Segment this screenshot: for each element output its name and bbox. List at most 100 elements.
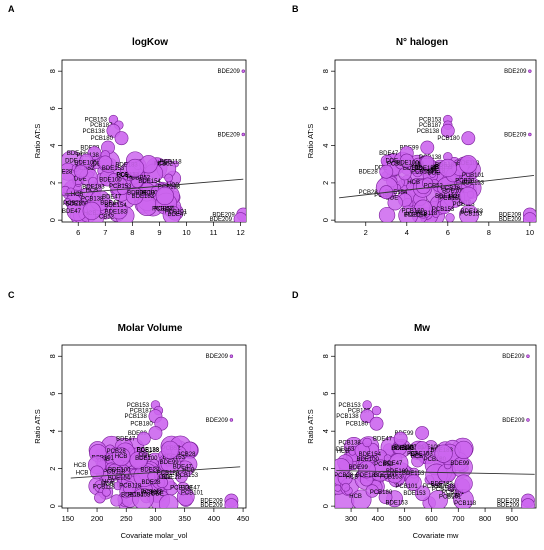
point-label: BDE47 [373,437,393,443]
point-label: BDE100 [442,188,465,194]
point-label: BDE100 [418,445,441,451]
data-point [528,132,532,137]
point-label: PCB138 [137,447,160,453]
data-point [110,201,128,220]
point-label: PCB28 [387,161,407,167]
x-axis-label: Covariate mw [413,531,459,540]
x-tick-label: 200 [91,514,104,523]
point-label: BDE183 [394,444,417,450]
data-point [122,481,137,495]
y-tick-label: 6 [48,106,57,110]
point-label: BDE183 [356,473,379,479]
data-point [241,132,245,137]
point-label: PCB101 [181,490,204,496]
point-label: BDE209 [206,354,229,360]
point-label: HCB [85,188,98,194]
point-label: PCB180 [437,136,460,142]
point-label: PCB138 [338,440,361,446]
point-label: PCB138 [116,173,139,179]
point-label: PCB187 [348,409,371,415]
x-tick-label: 2 [364,228,368,237]
point-label: DDE [386,195,399,201]
data-point [114,131,129,146]
point-label: PCB153 [432,207,455,213]
data-point [125,187,144,205]
y-tick-label: 8 [48,69,57,73]
point-label: BDE183 [82,184,105,190]
data-point [107,173,120,185]
data-point [434,444,453,463]
point-label: DDE [427,170,440,176]
point-label: BDE209 [497,503,520,509]
point-label: PCB28 [107,449,127,455]
data-point [74,164,88,179]
point-label: BDE209 [504,132,527,138]
trend-line [336,470,535,475]
data-point [428,490,448,508]
data-point [421,177,434,189]
point-label: BDE100 [374,473,397,479]
x-tick-label: 900 [506,514,519,523]
y-tick-label: 0 [48,504,57,508]
data-point [155,186,174,206]
point-label: PCB28 [359,190,379,196]
data-point [110,494,123,507]
y-tick-label: 8 [48,354,57,358]
panel-D: D Mw 300 400 500 600 700 800 900 0 2 4 6 8 Ratio AT:S C… [292,290,537,540]
data-point [63,198,72,206]
point-label: DDE [151,491,164,497]
point-label: HCB [446,494,459,500]
point-label: BDE100 [135,191,158,197]
data-point [432,210,440,218]
point-label: PCB118 [415,211,438,217]
point-label: PCB153 [109,184,132,190]
point-label: BDE47 [100,201,120,207]
y-tick-label: 4 [48,144,57,148]
point-label: BDE183 [137,448,160,454]
data-point [445,213,455,222]
data-point [113,481,123,491]
point-label: PCB138 [158,184,181,190]
y-axis-label: Ratio AT:S [33,124,42,158]
x-tick-label: 800 [479,514,492,523]
data-point [351,489,372,508]
point-label: HCB [431,165,444,171]
x-tick-label: 450 [237,514,250,523]
y-tick-label: 2 [48,467,57,471]
point-label: PCB138 [417,129,440,135]
y-axis-label: Ratio AT:S [306,124,315,158]
point-label: PCB52 [154,162,174,168]
data-point [125,158,145,178]
x-tick-label: 400 [372,514,385,523]
point-label: BDE153 [102,166,125,172]
point-label: PCB180 [91,136,114,142]
point-label: PCB138 [81,197,104,203]
y-tick-label: 4 [321,144,330,148]
data-point [156,476,168,489]
point-label: BDE99 [349,465,369,471]
data-point [399,153,414,168]
point-label: PCB180 [402,208,425,214]
point-label: BDE47 [62,209,82,215]
point-label: PCB180 [346,422,369,428]
point-label: PCB153 [411,169,434,175]
point-label: BDE28 [162,475,182,481]
x-tick-label: 600 [425,514,438,523]
point-label: BDE100 [356,457,379,463]
point-label: BDE154 [108,476,131,482]
point-label: BDE183 [402,163,425,169]
point-label: PCB180 [424,457,447,463]
point-label: DDE [88,161,101,167]
point-label: HCB [115,454,128,460]
data-point [354,443,370,459]
data-point [528,69,532,73]
point-label: BDE47 [102,194,122,200]
point-label: PCB28 [334,473,354,479]
point-label: BDE209 [218,132,241,138]
y-tick-label: 0 [48,218,57,222]
point-label: PCB101 [165,209,188,215]
point-label: BDE209 [497,499,520,505]
point-label: BDE154 [104,203,127,209]
point-label: BDE47 [181,485,201,491]
